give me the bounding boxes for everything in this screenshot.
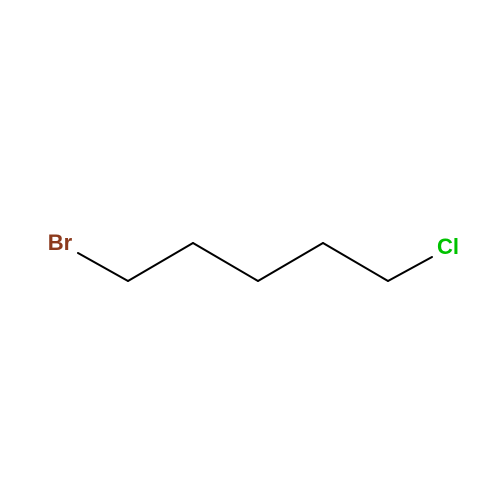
bond-lines bbox=[0, 0, 500, 500]
bond-line bbox=[258, 243, 323, 281]
bond-line bbox=[78, 253, 128, 281]
bond-line bbox=[193, 243, 258, 281]
molecule-canvas: Br Cl bbox=[0, 0, 500, 500]
atom-label-br: Br bbox=[48, 230, 72, 256]
bond-line bbox=[323, 243, 388, 281]
bond-line bbox=[128, 243, 193, 281]
atom-label-cl: Cl bbox=[437, 234, 459, 260]
bond-line bbox=[388, 257, 432, 281]
